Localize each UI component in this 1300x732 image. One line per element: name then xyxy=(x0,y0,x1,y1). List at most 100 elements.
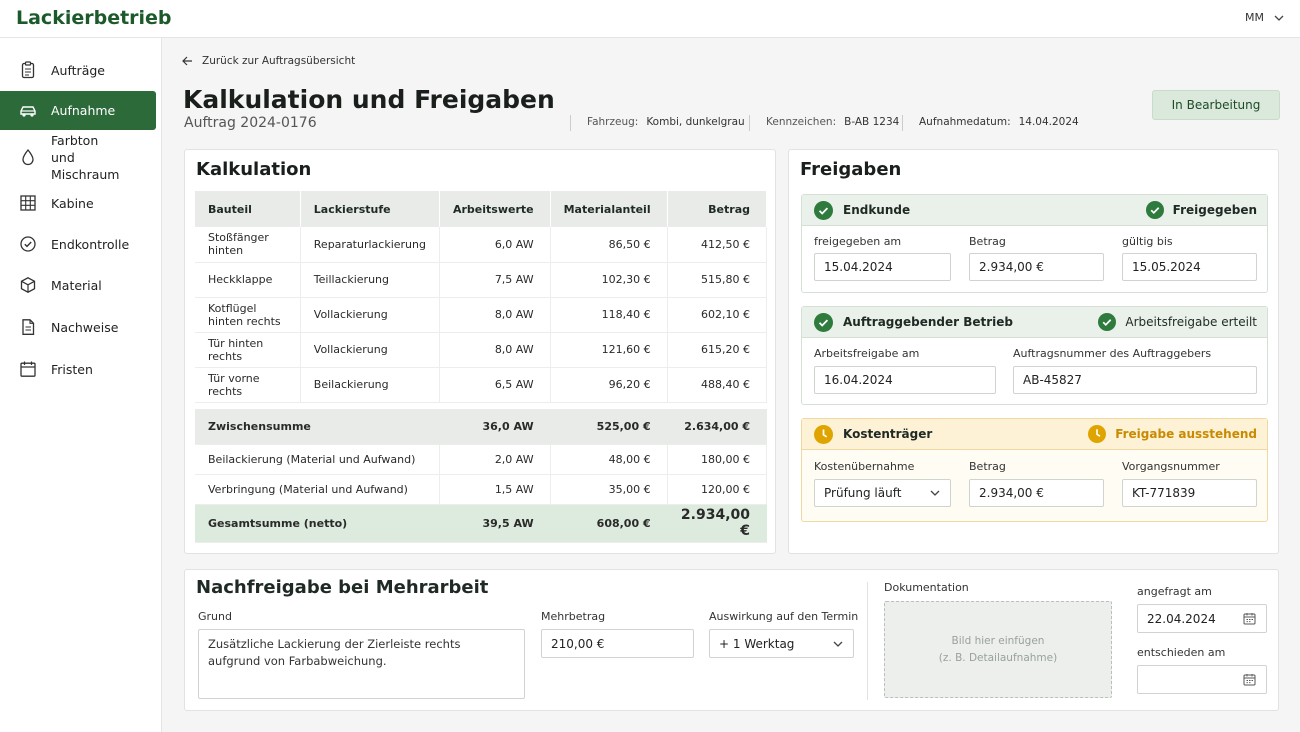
valid-until-field[interactable]: 15.05.2024 xyxy=(1122,253,1257,281)
main-content: Zurück zur Auftragsübersicht Kalkulation… xyxy=(162,38,1300,732)
approvals-title: Freigaben xyxy=(800,159,902,180)
cell-aw: 8,0 AW xyxy=(439,332,551,368)
subtotal-label: Zwischensumme xyxy=(195,409,440,445)
check-circle-icon xyxy=(1145,201,1164,219)
user-initials: MM xyxy=(1245,11,1264,24)
vehicle-label: Fahrzeug: xyxy=(587,116,639,128)
approvals-card: Freigaben Endkunde Freigegeben freigegeb… xyxy=(788,149,1279,554)
approval-status-label: Freigegeben xyxy=(1172,203,1257,217)
intake-date-label: Aufnahmedatum: xyxy=(919,116,1011,128)
sidebar-item-material[interactable]: Material xyxy=(0,265,156,305)
table-row[interactable]: Stoßfänger hinten Reparaturlackierung 6,… xyxy=(195,227,768,263)
calculation-table: Bauteil Lackierstufe Arbeitswerte Materi… xyxy=(195,191,768,543)
order-number: Auftrag 2024-0176 xyxy=(184,115,317,131)
cell-part: Kotflügel hinten rechts xyxy=(195,297,301,333)
meta-divider xyxy=(570,115,571,131)
requested-date-field[interactable]: 22.04.2024 xyxy=(1137,604,1267,633)
calendar-icon xyxy=(20,361,36,377)
total-amount: 2.934,00 € xyxy=(667,504,768,543)
approval-header: Auftraggebender Betrieb Arbeitsfreigabe … xyxy=(802,307,1267,338)
decided-date-field[interactable] xyxy=(1137,665,1267,694)
cell-material: 121,60 € xyxy=(550,332,668,368)
cell-aw: 7,5 AW xyxy=(439,262,551,298)
sidebar-item-auftraege[interactable]: Aufträge xyxy=(0,50,156,90)
approval-header: Kostenträger Freigabe ausstehend xyxy=(802,419,1267,450)
intake-date-info: Aufnahmedatum: 14.04.2024 xyxy=(919,116,1079,128)
approved-date-field[interactable]: 15.04.2024 xyxy=(814,253,951,281)
sidebar-item-kabine[interactable]: Kabine xyxy=(0,183,156,223)
column-header: Arbeitswerte xyxy=(439,191,551,227)
schedule-impact-select[interactable]: + 1 Werktag xyxy=(709,629,854,658)
total-label: Gesamtsumme (netto) xyxy=(195,504,440,543)
extra-label: Beilackierung (Material und Aufwand) xyxy=(195,444,440,475)
vehicle-value: Kombi, dunkelgrau xyxy=(646,116,745,128)
check-circle-icon xyxy=(1098,313,1117,331)
total-aw: 39,5 AW xyxy=(439,504,551,543)
requested-date-value: 22.04.2024 xyxy=(1147,611,1216,626)
table-header-row: Bauteil Lackierstufe Arbeitswerte Materi… xyxy=(195,191,768,227)
extra-row: Beilackierung (Material und Aufwand) 2,0… xyxy=(195,444,768,475)
extra-amount-field[interactable]: 210,00 € xyxy=(541,629,694,658)
approval-status: Arbeitsfreigabe erteilt xyxy=(1098,313,1257,331)
cell-material: 96,20 € xyxy=(550,367,668,403)
dropzone-hint: Bild hier einfügen xyxy=(951,634,1045,647)
sidebar-item-endkontrolle[interactable]: Endkontrolle xyxy=(0,224,156,264)
field-label: entschieden am xyxy=(1137,646,1226,659)
plate-label: Kennzeichen: xyxy=(766,116,837,128)
cell-aw: 8,0 AW xyxy=(439,297,551,333)
reason-textarea[interactable]: Zusätzliche Lackierung der Zierleiste re… xyxy=(198,629,525,699)
amount-field[interactable]: 2.934,00 € xyxy=(969,479,1104,507)
field-label: gültig bis xyxy=(1122,235,1173,248)
cell-material: 118,40 € xyxy=(550,297,668,333)
sidebar-item-nachweise[interactable]: Nachweise xyxy=(0,307,156,347)
rework-card: Nachfreigabe bei Mehrarbeit Grund Zusätz… xyxy=(184,569,1279,711)
total-material: 608,00 € xyxy=(550,504,668,543)
intake-date-value: 14.04.2024 xyxy=(1018,116,1079,128)
approval-company: Auftraggebender Betrieb Arbeitsfreigabe … xyxy=(801,306,1268,405)
sidebar-item-fristen[interactable]: Fristen xyxy=(0,349,156,389)
client-order-number-field[interactable]: AB-45827 xyxy=(1013,366,1257,394)
total-row: Gesamtsumme (netto) 39,5 AW 608,00 € 2.9… xyxy=(195,504,768,543)
table-row[interactable]: Tür vorne rechts Beilackierung 6,5 AW 96… xyxy=(195,367,768,403)
cell-amount: 488,40 € xyxy=(667,367,768,403)
table-row[interactable]: Heckklappe Teillackierung 7,5 AW 102,30 … xyxy=(195,262,768,298)
vehicle-info: Fahrzeug: Kombi, dunkelgrau xyxy=(587,116,745,128)
grid-icon xyxy=(20,195,36,211)
table-row[interactable]: Kotflügel hinten rechts Vollackierung 8,… xyxy=(195,297,768,333)
droplet-icon xyxy=(22,148,34,166)
car-icon xyxy=(20,105,36,117)
image-dropzone[interactable]: Bild hier einfügen (z. B. Detailaufnahme… xyxy=(884,601,1112,698)
cost-coverage-select[interactable]: Prüfung läuft xyxy=(814,479,951,507)
sidebar-item-label: Fristen xyxy=(51,361,93,377)
clock-icon xyxy=(814,424,833,444)
sidebar-item-label: Kabine xyxy=(51,195,94,211)
extra-aw: 1,5 AW xyxy=(439,474,551,505)
brand-logo[interactable]: Lackierbetrieb xyxy=(16,7,172,29)
clock-icon xyxy=(1088,425,1107,443)
chevron-down-icon xyxy=(930,490,940,496)
top-bar: Lackierbetrieb MM xyxy=(0,0,1300,38)
approval-header: Endkunde Freigegeben xyxy=(802,195,1267,226)
cell-level: Beilackierung xyxy=(300,367,440,403)
sidebar-item-aufnahme[interactable]: Aufnahme xyxy=(0,91,156,130)
subtotal-amount: 2.634,00 € xyxy=(667,409,768,445)
case-number-field[interactable]: KT-771839 xyxy=(1122,479,1257,507)
table-row[interactable]: Tür hinten rechts Vollackierung 8,0 AW 1… xyxy=(195,332,768,368)
approval-status: Freigabe ausstehend xyxy=(1088,425,1257,443)
back-link[interactable]: Zurück zur Auftragsübersicht xyxy=(182,55,355,67)
plate-value: B-AB 1234 xyxy=(844,116,900,128)
field-label: Auftragsnummer des Auftraggebers xyxy=(1013,347,1212,360)
cell-aw: 6,5 AW xyxy=(439,367,551,403)
sidebar-item-farbton[interactable]: Farbton und Mischraum xyxy=(0,133,156,182)
amount-field[interactable]: 2.934,00 € xyxy=(969,253,1104,281)
status-button[interactable]: In Bearbeitung xyxy=(1152,90,1280,120)
subtotal-material: 525,00 € xyxy=(550,409,668,445)
extra-aw: 2,0 AW xyxy=(439,444,551,475)
cell-amount: 412,50 € xyxy=(667,227,768,263)
work-approval-date-field[interactable]: 16.04.2024 xyxy=(814,366,996,394)
plate-info: Kennzeichen: B-AB 1234 xyxy=(766,116,899,128)
cell-material: 86,50 € xyxy=(550,227,668,263)
subtotal-aw: 36,0 AW xyxy=(439,409,551,445)
user-menu[interactable]: MM xyxy=(1245,11,1284,24)
check-circle-icon xyxy=(814,200,833,220)
